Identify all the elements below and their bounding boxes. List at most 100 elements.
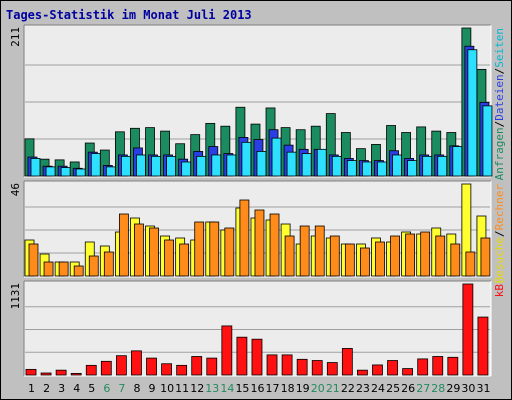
- bar-kb-day-23: [357, 369, 368, 376]
- x-tick-label: 15: [235, 382, 249, 395]
- bar-seiten-day-14: [226, 154, 237, 177]
- bar-rechner-day-25: [390, 235, 400, 277]
- bar-seiten-day-16: [256, 151, 267, 177]
- bar-seiten-day-25: [392, 154, 402, 177]
- bar-seiten-day-11: [181, 161, 192, 177]
- legend-entry: Seiten: [493, 28, 506, 68]
- bar-seiten-day-7: [120, 155, 131, 177]
- bar-seiten-day-13: [211, 154, 222, 177]
- bar-kb-day-21: [326, 362, 338, 376]
- bar-rechner-day-12: [194, 221, 205, 277]
- panel-visits: 46 Besuche/Rechner: [9, 180, 506, 284]
- bar-rechner-day-27: [420, 231, 431, 277]
- y-axis-max-label: 46: [9, 183, 22, 196]
- bar-rechner-day-24: [375, 241, 385, 277]
- x-tick-label: 13: [205, 382, 219, 395]
- x-axis-day-labels: 1 2 3 4 5 6 7 8 9 10 11 12 13 14 15 16 17 18 19 20 21 22 23 24 2…: [28, 382, 490, 395]
- bar-kb-day-5: [85, 364, 97, 376]
- bar-rechner-day-14: [224, 227, 235, 277]
- bar-seiten-day-28: [437, 155, 448, 177]
- legend-entry: /: [493, 230, 506, 237]
- bar-kb-day-3: [55, 369, 67, 376]
- x-tick-label: 26: [401, 382, 415, 395]
- bar-rechner-day-31: [480, 237, 491, 277]
- bar-seiten-day-23: [362, 161, 372, 177]
- bar-rechner-day-3: [58, 261, 69, 277]
- bar-rechner-day-9: [149, 227, 159, 277]
- legend-entry: /: [493, 68, 506, 75]
- y-axis-max-label: 211: [9, 27, 22, 47]
- bar-seiten-day-26: [407, 160, 418, 177]
- legend-entry: Dateien: [493, 74, 506, 120]
- bar-seiten-day-17: [271, 137, 282, 177]
- legend-entry: kB: [493, 284, 506, 298]
- bar-rechner-day-18: [284, 235, 295, 277]
- legend-entry: Anfragen: [493, 127, 506, 180]
- x-tick-label: 11: [175, 382, 189, 395]
- bar-kb-day-26: [402, 368, 414, 376]
- bar-kb-day-11: [176, 364, 188, 376]
- bar-seiten-day-22: [346, 160, 357, 177]
- x-tick-label: 22: [341, 382, 355, 395]
- bar-kb-day-4: [70, 372, 82, 376]
- bar-kb-day-2: [40, 372, 52, 376]
- x-tick-label: 19: [296, 382, 310, 395]
- bar-rechner-day-2: [43, 261, 54, 277]
- x-tick-label: 3: [58, 382, 65, 395]
- bar-kb-day-8: [131, 350, 142, 376]
- bar-kb-day-24: [372, 364, 383, 376]
- legend-entry: /: [493, 121, 506, 128]
- bar-seiten-day-30: [467, 49, 478, 177]
- bar-rechner-day-4: [73, 265, 84, 277]
- legend-kb: kB: [493, 284, 506, 298]
- bar-seiten-day-8: [136, 154, 146, 177]
- bar-seiten-day-5: [90, 153, 101, 177]
- bar-kb-day-28: [432, 356, 444, 376]
- x-tick-label: 31: [476, 382, 490, 395]
- bar-kb-day-22: [341, 348, 353, 376]
- bar-seiten-day-27: [422, 155, 433, 177]
- bar-kb-day-14: [221, 325, 233, 376]
- bar-kb-day-30: [462, 283, 474, 376]
- bar-rechner-day-28: [435, 235, 446, 277]
- bar-kb-day-31: [477, 316, 489, 376]
- x-tick-label: 20: [311, 382, 325, 395]
- legend-requests: Anfragen/Dateien/Seiten: [493, 28, 506, 180]
- bar-kb-day-29: [447, 356, 459, 376]
- bar-kb-day-1: [25, 368, 37, 376]
- x-tick-label: 30: [461, 382, 475, 395]
- bar-kb-day-16: [251, 338, 263, 376]
- x-tick-label: 17: [266, 382, 280, 395]
- y-axis-max-label: 1131: [9, 283, 22, 310]
- bar-rechner-day-19: [299, 225, 310, 277]
- bar-seiten-day-3: [60, 167, 71, 177]
- series-kb: [25, 283, 489, 376]
- bar-rechner-day-7: [118, 213, 129, 277]
- legend-visits: Besuche/Rechner: [493, 184, 506, 284]
- x-tick-label: 5: [88, 382, 95, 395]
- bar-seiten-day-10: [166, 155, 176, 177]
- bar-rechner-day-26: [405, 233, 416, 277]
- bar-seiten-day-31: [482, 105, 493, 177]
- bar-kb-day-15: [236, 336, 248, 376]
- bar-kb-day-17: [266, 354, 278, 376]
- chart-title: Tages-Statistik im Monat Juli 2013: [6, 8, 252, 22]
- legend-entry: Rechner: [493, 184, 506, 231]
- bar-rechner-day-15: [239, 199, 250, 277]
- bar-rechner-day-21: [329, 235, 340, 277]
- bar-seiten-day-29: [452, 146, 463, 177]
- bar-rechner-day-11: [179, 243, 190, 277]
- bar-seiten-day-12: [196, 155, 207, 177]
- bar-seiten-day-19: [301, 153, 312, 177]
- bar-rechner-day-8: [134, 223, 144, 277]
- x-tick-label: 21: [326, 382, 340, 395]
- bar-kb-day-10: [161, 363, 172, 376]
- x-tick-label: 9: [149, 382, 156, 395]
- bar-kb-day-13: [206, 357, 218, 376]
- bar-rechner-day-29: [450, 243, 461, 277]
- x-tick-label: 25: [386, 382, 400, 395]
- bar-kb-day-6: [100, 360, 112, 376]
- x-tick-label: 8: [133, 382, 140, 395]
